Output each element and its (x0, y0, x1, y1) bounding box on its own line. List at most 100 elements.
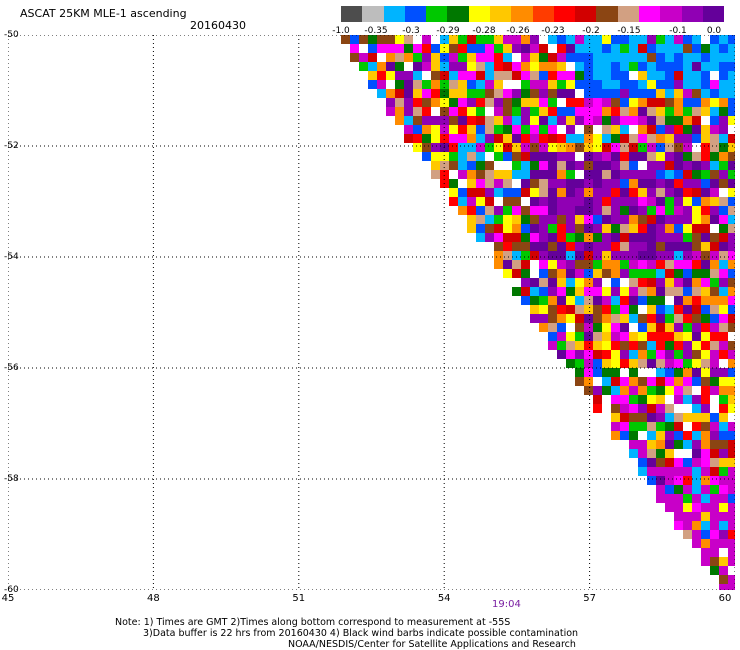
swath-cell (422, 35, 431, 44)
swath-cell (512, 224, 521, 233)
swath-cell (674, 170, 683, 179)
swath-cell (539, 116, 548, 125)
swath-cell (728, 449, 735, 458)
swath-cell (575, 305, 584, 314)
swath-cell (683, 413, 692, 422)
swath-cell (458, 125, 467, 134)
swath-cell (728, 503, 735, 512)
swath-cell (629, 152, 638, 161)
swath-cell (620, 179, 629, 188)
swath-cell (620, 170, 629, 179)
swath-cell (593, 386, 602, 395)
swath-cell (548, 251, 557, 260)
swath-cell (548, 179, 557, 188)
swath-cell (647, 287, 656, 296)
swath-cell (719, 161, 728, 170)
swath-cell (557, 35, 566, 44)
swath-cell (602, 44, 611, 53)
swath-cell (728, 305, 735, 314)
swath-cell (449, 116, 458, 125)
swath-cell (647, 197, 656, 206)
swath-cell (656, 44, 665, 53)
swath-cell (683, 53, 692, 62)
swath-cell (683, 350, 692, 359)
swath-cell (584, 233, 593, 242)
swath-cell (377, 44, 386, 53)
swath-cell (638, 350, 647, 359)
swath-cell (413, 98, 422, 107)
swath-cell (728, 440, 735, 449)
swath-cell (557, 134, 566, 143)
swath-cell (683, 89, 692, 98)
swath-cell (449, 188, 458, 197)
swath-cell (611, 413, 620, 422)
latitude-label: -56 (4, 363, 19, 373)
swath-cell (710, 323, 719, 332)
swath-cell (692, 269, 701, 278)
swath-cell (458, 71, 467, 80)
swath-cell (629, 395, 638, 404)
swath-cell (656, 296, 665, 305)
swath-cell (593, 278, 602, 287)
swath-cell (566, 341, 575, 350)
swath-cell (692, 287, 701, 296)
swath-cell (710, 377, 719, 386)
legend-swatch (617, 6, 639, 22)
swath-cell (611, 350, 620, 359)
swath-cell (584, 107, 593, 116)
swath-cell (647, 359, 656, 368)
swath-cell (413, 125, 422, 134)
swath-cell (530, 215, 539, 224)
swath-cell (647, 125, 656, 134)
swath-cell (620, 143, 629, 152)
swath-cell (530, 188, 539, 197)
swath-cell (566, 332, 575, 341)
swath-cell (710, 467, 719, 476)
swath-cell (683, 170, 692, 179)
swath-cell (593, 215, 602, 224)
swath-cell (719, 251, 728, 260)
swath-cell (584, 368, 593, 377)
swath-cell (584, 278, 593, 287)
swath-cell (602, 323, 611, 332)
swath-cell (665, 359, 674, 368)
swath-cell (611, 323, 620, 332)
swath-cell (638, 224, 647, 233)
swath-cell (395, 53, 404, 62)
swath-cell (638, 206, 647, 215)
swath-cell (539, 278, 548, 287)
swath-cell (629, 188, 638, 197)
swath-cell (674, 224, 683, 233)
swath-cell (692, 539, 701, 548)
swath-cell (638, 323, 647, 332)
swath-cell (710, 386, 719, 395)
swath-cell (611, 53, 620, 62)
swath-cell (647, 368, 656, 377)
swath-cell (602, 224, 611, 233)
swath-cell (584, 179, 593, 188)
swath-cell (620, 341, 629, 350)
swath-cell (512, 134, 521, 143)
swath-cell (611, 278, 620, 287)
swath-cell (647, 260, 656, 269)
swath-cell (503, 71, 512, 80)
swath-cell (431, 53, 440, 62)
swath-cell (647, 332, 656, 341)
swath-cell (674, 287, 683, 296)
swath-cell (539, 89, 548, 98)
swath-cell (548, 170, 557, 179)
swath-cell (728, 233, 735, 242)
swath-cell (449, 161, 458, 170)
swath-cell (530, 71, 539, 80)
swath-cell (683, 449, 692, 458)
swath-cell (575, 44, 584, 53)
swath-cell (692, 494, 701, 503)
swath-cell (701, 170, 710, 179)
swath-cell (674, 467, 683, 476)
swath-cell (449, 71, 458, 80)
swath-cell (548, 116, 557, 125)
swath-cell (728, 575, 735, 584)
swath-cell (665, 53, 674, 62)
swath-cell (665, 449, 674, 458)
swath-cell (638, 134, 647, 143)
